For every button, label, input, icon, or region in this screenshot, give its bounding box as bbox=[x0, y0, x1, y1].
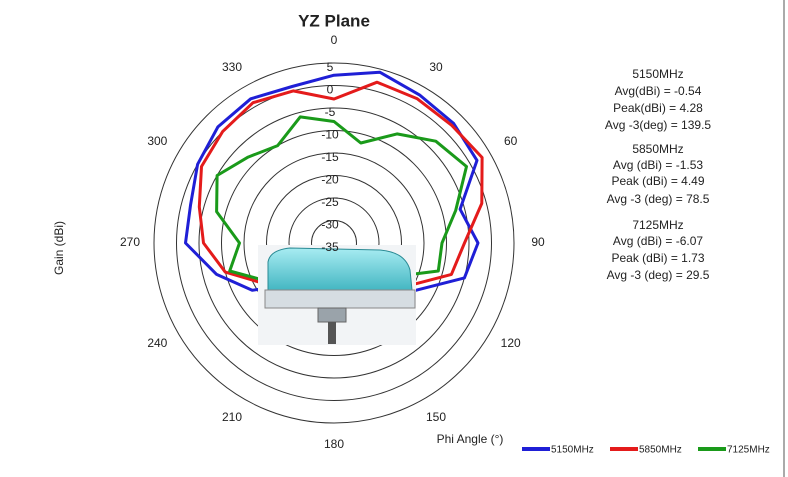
angle-tick-label: 270 bbox=[120, 235, 140, 249]
antenna-cable bbox=[328, 322, 336, 344]
antenna-image bbox=[258, 245, 416, 345]
antenna-base bbox=[264, 289, 416, 309]
antenna-nut bbox=[317, 307, 347, 323]
angle-tick-label: 300 bbox=[147, 134, 167, 148]
grid-ring bbox=[198, 107, 470, 379]
annotation: Avg -3 (deg) = 29.5 bbox=[607, 268, 710, 282]
legend-label: 7125MHz bbox=[727, 445, 770, 456]
r-tick-label: -25 bbox=[321, 195, 339, 209]
annotation: Avg -3(deg) = 139.5 bbox=[605, 118, 712, 132]
annotation: Avg(dBi) = -0.54 bbox=[615, 84, 702, 98]
grid-ring bbox=[153, 62, 515, 424]
angle-tick-label: 240 bbox=[147, 336, 167, 350]
x-axis-label: Phi Angle (°) bbox=[437, 432, 504, 446]
angle-tick-label: 120 bbox=[501, 336, 521, 350]
angle-tick-label: 30 bbox=[429, 60, 443, 74]
angle-tick-label: 330 bbox=[222, 60, 242, 74]
grid-ring bbox=[221, 130, 447, 356]
y-axis-label: Gain (dBi) bbox=[52, 221, 66, 275]
r-tick-label: -35 bbox=[321, 240, 339, 254]
r-tick-label: 5 bbox=[327, 60, 334, 74]
annotation: Avg (dBi) = -6.07 bbox=[613, 234, 703, 248]
r-tick-label: -30 bbox=[321, 218, 339, 232]
annotation: 5150MHz bbox=[632, 67, 683, 81]
chart-title: YZ Plane bbox=[298, 11, 370, 30]
legend-label: 5150MHz bbox=[551, 445, 594, 456]
angle-tick-label: 90 bbox=[531, 235, 545, 249]
r-tick-label: -5 bbox=[325, 105, 336, 119]
r-tick-label: -15 bbox=[321, 150, 339, 164]
angle-tick-label: 60 bbox=[504, 134, 518, 148]
angle-tick-label: 210 bbox=[222, 410, 242, 424]
angle-tick-label: 0 bbox=[331, 33, 338, 47]
antenna-cap bbox=[267, 247, 413, 293]
annotation: 5850MHz bbox=[632, 142, 683, 156]
legend-label: 5850MHz bbox=[639, 445, 682, 456]
grid-ring bbox=[176, 85, 492, 401]
annotation: Avg -3 (deg) = 78.5 bbox=[607, 192, 710, 206]
annotation: Peak(dBi) = 4.28 bbox=[613, 101, 703, 115]
annotation: Peak (dBi) = 4.49 bbox=[611, 174, 704, 188]
rings bbox=[153, 62, 515, 424]
annotation: 7125MHz bbox=[632, 218, 683, 232]
r-tick-label: -20 bbox=[321, 173, 339, 187]
angle-tick-label: 150 bbox=[426, 410, 446, 424]
r-tick-label: -10 bbox=[321, 128, 339, 142]
annotation: Avg (dBi) = -1.53 bbox=[613, 158, 703, 172]
r-tick-label: 0 bbox=[327, 83, 334, 97]
angle-tick-label: 180 bbox=[324, 437, 344, 451]
annotation: Peak (dBi) = 1.73 bbox=[611, 251, 704, 265]
